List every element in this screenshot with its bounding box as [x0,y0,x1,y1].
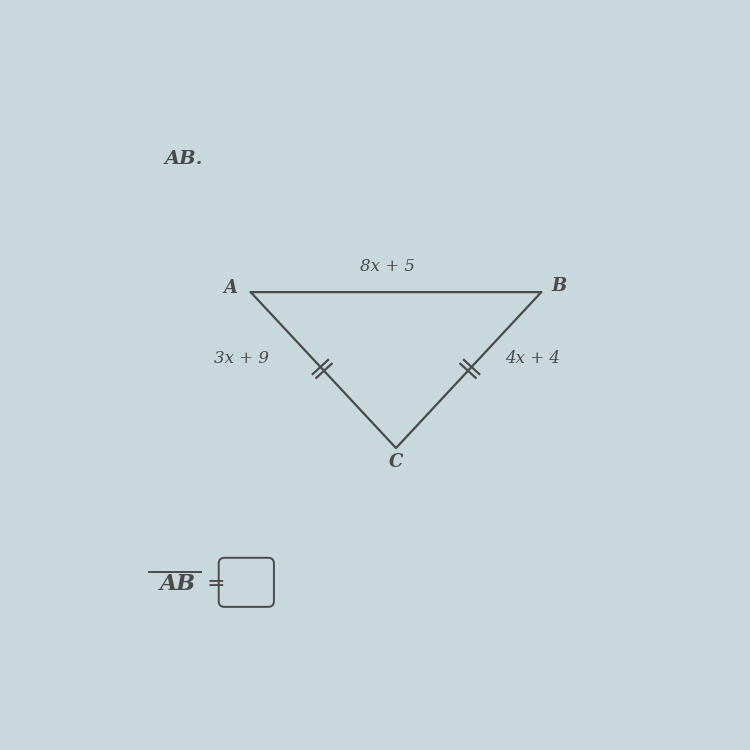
Text: 4x + 4: 4x + 4 [505,350,560,367]
Text: 8x + 5: 8x + 5 [360,258,415,274]
Text: B: B [551,278,566,296]
Text: 3x + 9: 3x + 9 [214,350,269,367]
Text: C: C [388,454,404,472]
Text: AB: AB [160,573,196,595]
Text: =: = [207,573,226,595]
Text: AB.: AB. [165,150,203,168]
Text: A: A [224,278,237,296]
